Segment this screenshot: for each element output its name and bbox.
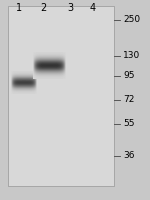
Text: 36: 36	[123, 152, 135, 160]
Text: 1: 1	[16, 3, 22, 13]
Text: 130: 130	[123, 51, 140, 60]
Bar	[8, 6, 114, 186]
Text: 3: 3	[68, 3, 74, 13]
Text: 95: 95	[123, 72, 135, 80]
Text: 4: 4	[90, 3, 96, 13]
Text: 72: 72	[123, 96, 134, 104]
Text: 2: 2	[40, 3, 47, 13]
Text: 250: 250	[123, 16, 140, 24]
Text: 55: 55	[123, 119, 135, 129]
